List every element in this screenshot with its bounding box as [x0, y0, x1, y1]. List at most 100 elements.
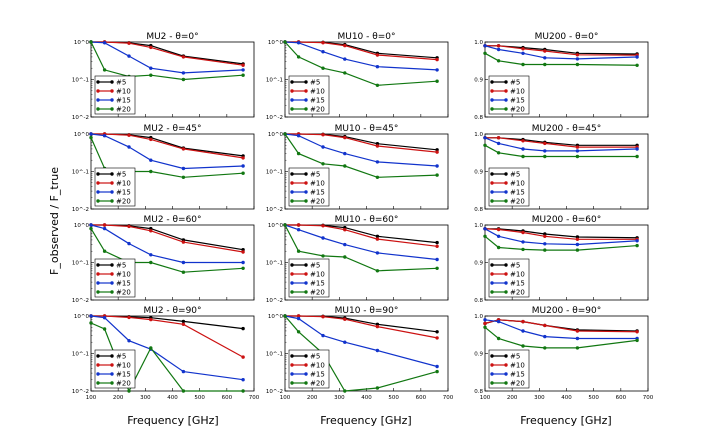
legend-marker	[96, 80, 100, 84]
data-point	[321, 254, 325, 258]
legend-label: #15	[310, 371, 325, 379]
data-point	[435, 244, 439, 248]
subplot-title: MU10 - θ=0°	[337, 32, 395, 42]
data-point	[635, 330, 639, 334]
data-point	[575, 154, 580, 159]
legend: #5#10#15#20	[288, 349, 330, 389]
legend-label: #5	[510, 171, 520, 179]
data-point	[496, 59, 501, 63]
subplot-1: MU2 - θ=0° 10^0 10^-1 10^-2 #5#10#15#20	[72, 32, 255, 121]
x-axis-label-3: Frequency [GHz]	[520, 414, 611, 427]
data-point	[483, 44, 487, 48]
y-tick-label: 10^-1	[266, 78, 283, 84]
data-point	[635, 243, 639, 248]
data-point	[521, 51, 525, 55]
y-tick-label: 10^0	[74, 314, 90, 320]
legend-marker	[504, 199, 508, 203]
data-point	[343, 71, 347, 75]
legend-label: #5	[116, 79, 126, 87]
series-2	[283, 132, 439, 154]
data-point	[296, 249, 301, 253]
legend-marker	[96, 381, 100, 385]
data-point	[575, 336, 580, 341]
legend-marker	[110, 98, 114, 102]
data-point	[296, 41, 301, 45]
legend-marker	[504, 172, 508, 176]
data-point	[181, 369, 186, 374]
data-point	[149, 158, 153, 162]
legend: #5#10#15#20	[94, 349, 136, 389]
data-point	[321, 236, 325, 240]
legend-marker	[110, 290, 114, 294]
legend-marker	[96, 263, 100, 267]
data-point	[543, 242, 547, 246]
x-tick-label: 400	[361, 395, 372, 401]
series-3	[483, 227, 639, 247]
series-4	[483, 143, 639, 159]
subplot-title: MU200 - θ=90°	[532, 306, 602, 316]
subplot-6: MU200 - θ=45° 1.0 0.9 0.8 #5#10#15#20	[474, 124, 649, 213]
data-point	[375, 348, 380, 353]
series-line	[285, 41, 438, 61]
data-point	[635, 147, 639, 151]
data-point	[496, 141, 501, 146]
y-tick-label: 10^-1	[72, 78, 89, 84]
subplot-5: MU10 - θ=45° 10^0 10^-1 10^-2 #5#10#15#20	[266, 124, 449, 213]
y-tick-label: 0.8	[474, 207, 483, 213]
legend: #5#10#15#20	[94, 258, 136, 298]
legend-label: #20	[116, 380, 131, 388]
data-point	[181, 71, 186, 75]
data-point	[435, 240, 439, 245]
data-point	[543, 56, 547, 60]
data-point	[375, 251, 380, 255]
data-point	[149, 66, 153, 70]
y-tick-label: 0.9	[474, 261, 483, 267]
series-line	[90, 228, 244, 273]
series-line	[90, 315, 244, 381]
data-point	[375, 234, 380, 238]
series-4	[483, 325, 639, 350]
data-point	[483, 227, 487, 231]
legend-marker	[504, 190, 508, 194]
data-point	[435, 68, 439, 72]
series-line	[90, 133, 244, 170]
y-tick-label: 10^-2	[266, 115, 283, 121]
data-point	[543, 49, 547, 53]
data-point	[102, 327, 107, 331]
legend-marker	[290, 80, 294, 84]
legend-marker	[504, 354, 508, 358]
y-tick-label: 1.0	[474, 132, 483, 138]
x-tick-label: 500	[388, 395, 399, 401]
legend-marker	[304, 281, 308, 285]
legend-marker	[290, 98, 294, 102]
series-4	[283, 40, 439, 88]
series-line	[485, 45, 638, 56]
y-tick-label: 0.8	[474, 298, 483, 304]
series-1	[89, 132, 245, 158]
series-4	[89, 40, 245, 82]
legend-marker	[304, 107, 308, 111]
x-tick-label: 200	[307, 395, 318, 401]
legend-marker	[290, 263, 294, 267]
legend: #5#10#15#20	[288, 258, 330, 298]
legend-marker	[490, 190, 494, 194]
series-4	[483, 51, 639, 67]
data-point	[521, 247, 525, 252]
data-point	[89, 132, 93, 136]
subplot-4: MU2 - θ=45° 10^0 10^-1 10^-2 #5#10#15#20	[72, 124, 255, 213]
data-point	[149, 317, 153, 322]
legend-label: #15	[310, 189, 325, 197]
y-tick-label: 10^0	[268, 314, 284, 320]
data-point	[375, 324, 380, 329]
data-point	[241, 63, 245, 67]
data-point	[241, 73, 245, 77]
series-2	[89, 40, 245, 67]
legend-marker	[110, 199, 114, 203]
y-axis-label: F_observed / F_true	[48, 167, 61, 275]
legend-marker	[304, 190, 308, 194]
data-point	[435, 257, 439, 262]
data-point	[102, 226, 107, 231]
series-line	[284, 224, 438, 272]
legend-marker	[490, 172, 494, 176]
series-line	[484, 52, 638, 66]
